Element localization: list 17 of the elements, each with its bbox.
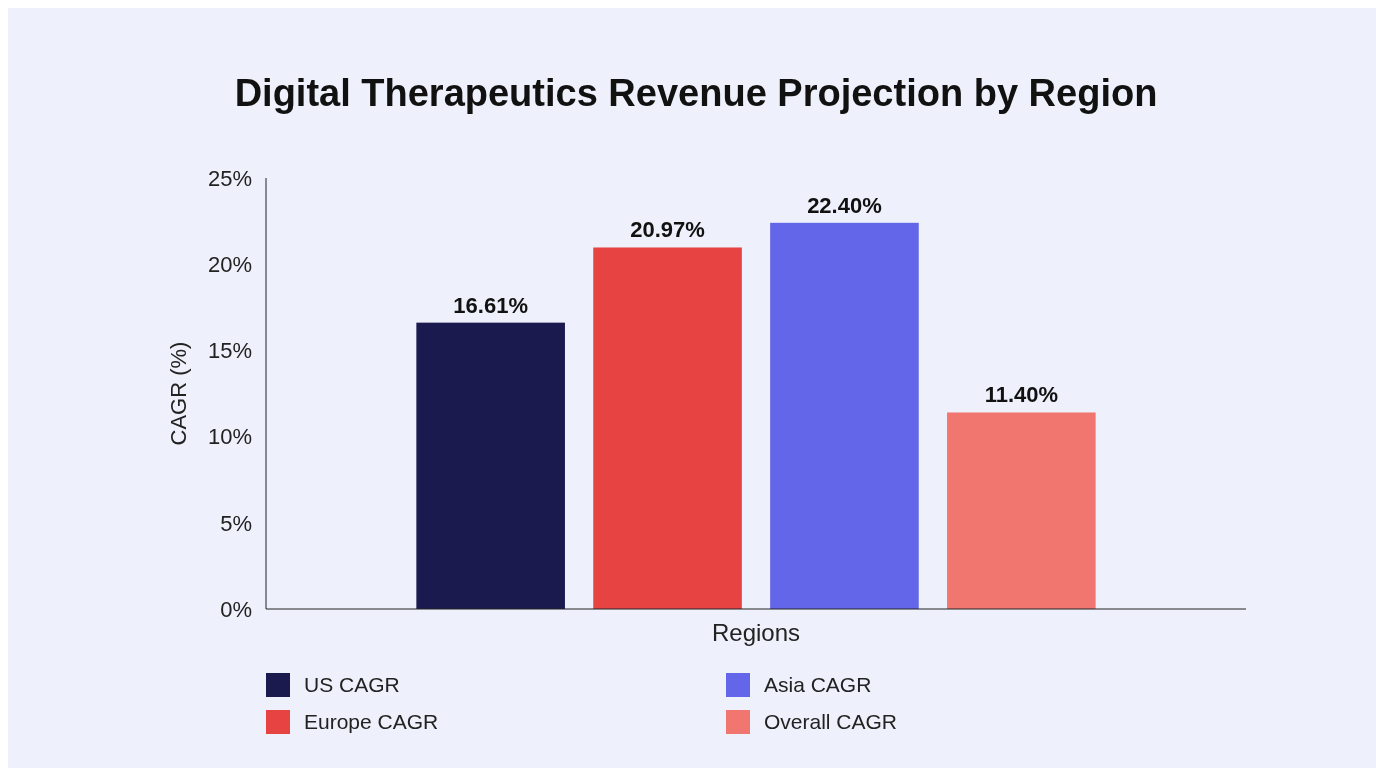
text: 11.40% — [984, 382, 1059, 408]
text: 16.61% — [453, 292, 528, 318]
y-axis-title: CAGR (%) — [166, 341, 191, 446]
chart-title: Digital Therapeutics Revenue Projection by Region — [234, 72, 1158, 114]
y-tick-label: 10% — [207, 424, 252, 450]
legend-label: Asia CAGR — [764, 673, 872, 697]
text: 22.40% — [807, 192, 882, 218]
legend-label: Overall CAGR — [764, 710, 898, 734]
y-tick-label: 25% — [207, 165, 252, 191]
y-tick-label: 0% — [220, 596, 252, 622]
y-tick-label: 5% — [220, 510, 252, 536]
text: 20.97% — [630, 217, 705, 243]
legend-label: Europe CAGR — [304, 710, 439, 734]
legend-label: US CAGR — [304, 673, 400, 697]
y-tick-label: 20% — [207, 251, 252, 277]
y-tick-label: 15% — [207, 338, 252, 364]
x-axis-title: Regions — [711, 619, 801, 646]
